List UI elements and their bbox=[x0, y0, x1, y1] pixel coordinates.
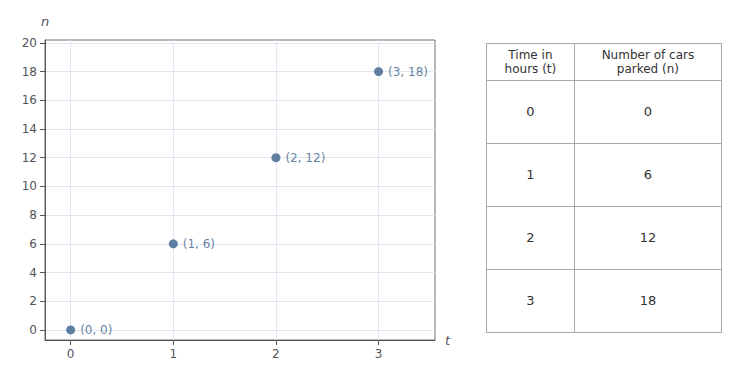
svg-text:8: 8 bbox=[29, 208, 37, 222]
html-text:12: 12 bbox=[639, 230, 657, 245]
html-text:1: 1 bbox=[526, 167, 535, 182]
svg-text:2: 2 bbox=[29, 294, 37, 308]
svg-text:12: 12 bbox=[22, 151, 37, 165]
html-text:0: 0 bbox=[526, 104, 535, 119]
html-text:0: 0 bbox=[643, 104, 653, 119]
svg-text:20: 20 bbox=[22, 36, 37, 50]
svg-text:14: 14 bbox=[22, 122, 37, 136]
svg-text:10: 10 bbox=[22, 179, 37, 193]
svg-text:n: n bbox=[41, 14, 49, 29]
svg-text:0: 0 bbox=[67, 347, 75, 361]
svg-text:4: 4 bbox=[29, 266, 37, 280]
svg-text:6: 6 bbox=[29, 237, 37, 251]
svg-text:t: t bbox=[445, 333, 451, 348]
html-text:6: 6 bbox=[643, 167, 653, 182]
svg-text:2: 2 bbox=[272, 347, 280, 361]
html-text:2: 2 bbox=[526, 230, 535, 245]
html-text:Number of cars parked (n): Number of cars parked (n) bbox=[601, 47, 695, 76]
html-text:Time in hours (t): Time in hours (t) bbox=[504, 47, 557, 76]
svg-text:18: 18 bbox=[22, 65, 37, 79]
html-text:18: 18 bbox=[639, 293, 657, 308]
svg-text:16: 16 bbox=[22, 93, 37, 107]
html-text:3: 3 bbox=[526, 293, 535, 308]
svg-text:0: 0 bbox=[29, 323, 37, 337]
svg-text:3: 3 bbox=[375, 347, 383, 361]
svg-text:(0, 0): (0, 0) bbox=[80, 323, 112, 337]
svg-text:1: 1 bbox=[169, 347, 177, 361]
svg-text:(3, 18): (3, 18) bbox=[388, 65, 428, 79]
svg-text:(2, 12): (2, 12) bbox=[285, 151, 325, 165]
svg-text:(1, 6): (1, 6) bbox=[183, 237, 215, 251]
